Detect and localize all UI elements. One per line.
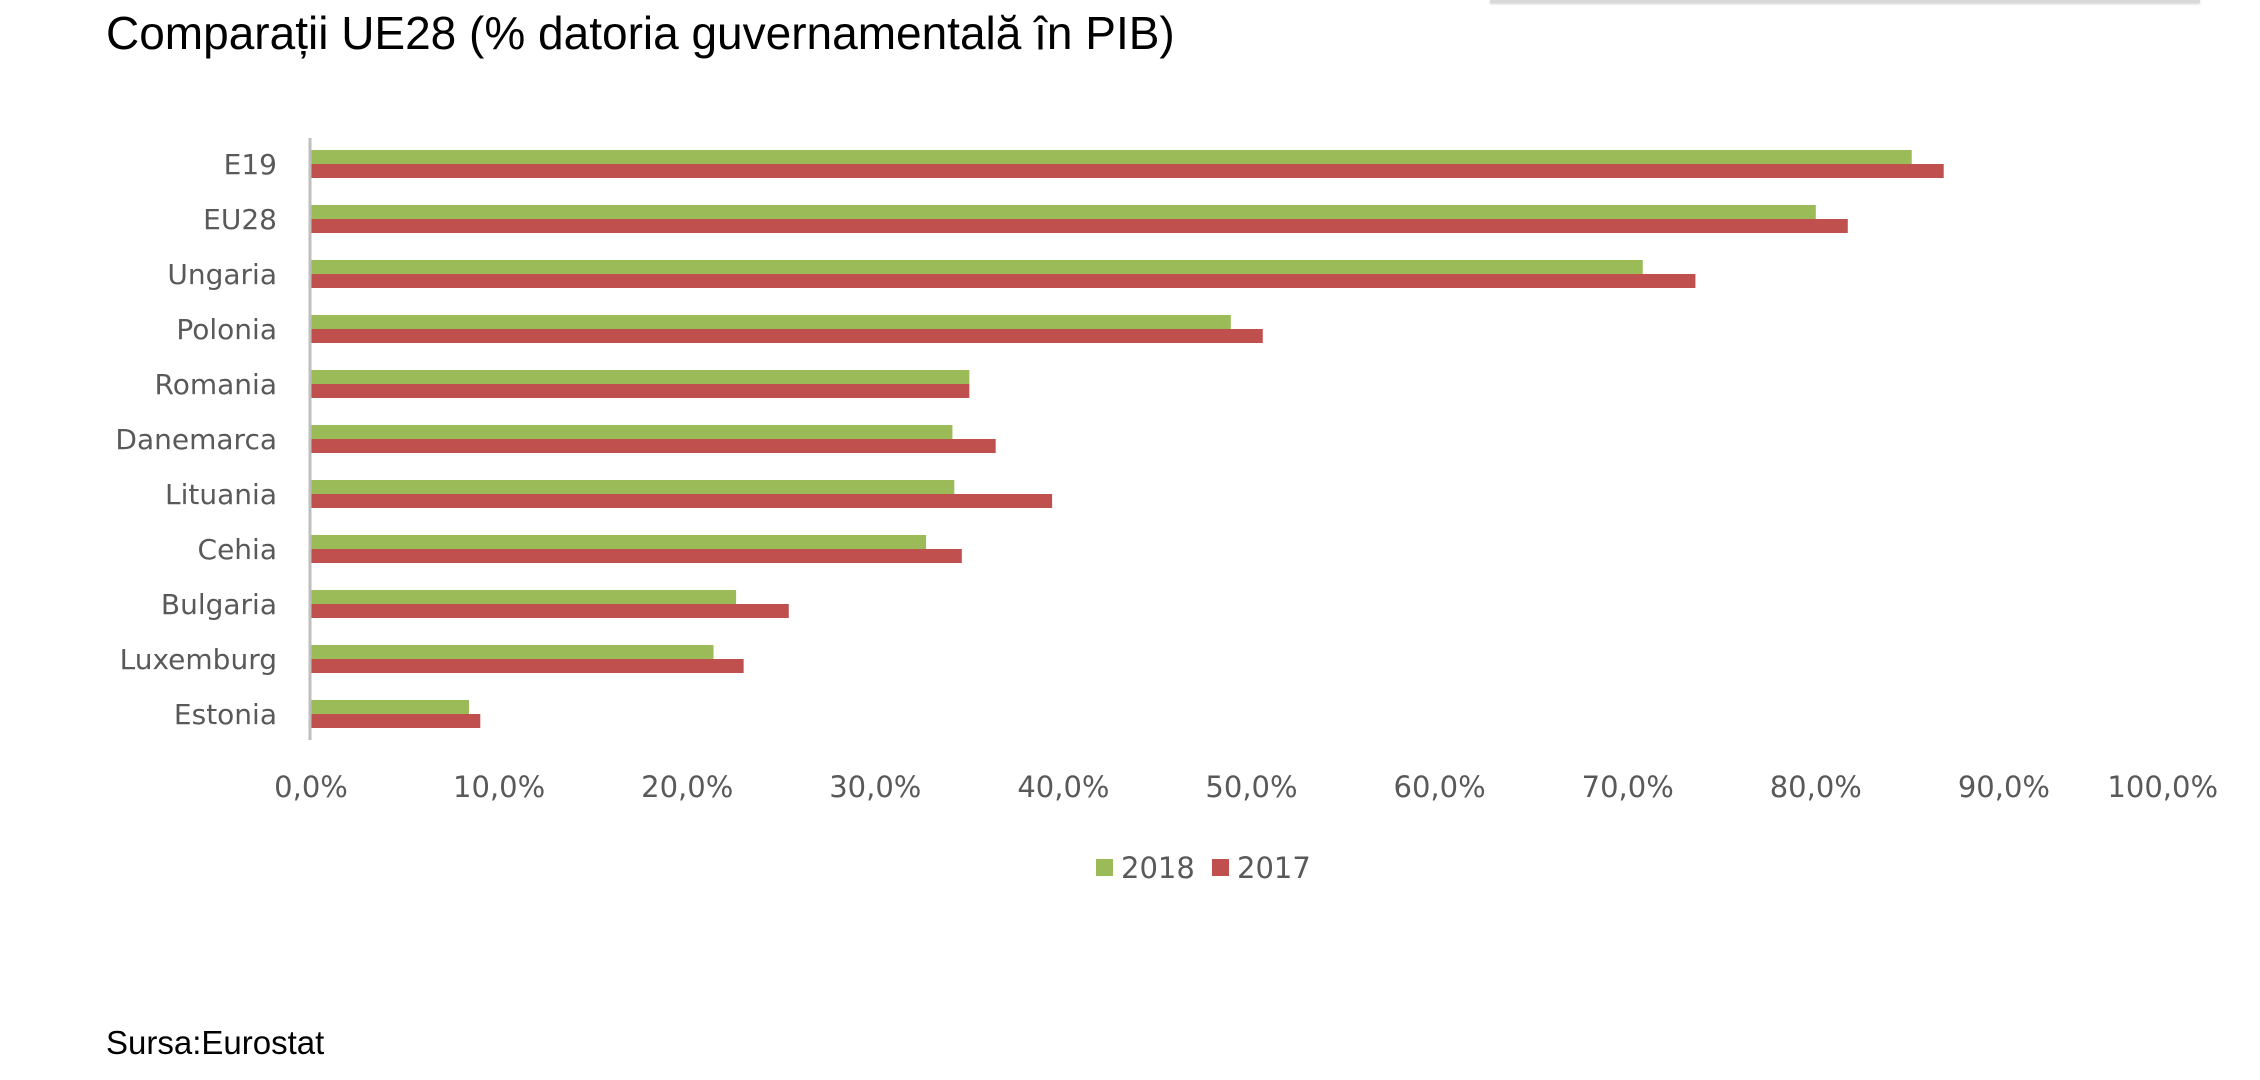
category-label: Romania [155, 368, 277, 401]
legend-swatch-2018 [1096, 859, 1113, 876]
category-labels: E19 EU28 Ungaria Polonia Romania Danemarca Lit… [115, 148, 277, 731]
x-tick-label: 30,0% [829, 770, 921, 804]
x-tick-label: 50,0% [1205, 770, 1297, 804]
x-tick-label: 60,0% [1394, 770, 1486, 804]
category-label: E19 [224, 148, 277, 181]
legend-label-2018: 2018 [1121, 851, 1195, 885]
bar-2017-polonia [311, 329, 1263, 343]
bar-2017-ungaria [311, 274, 1696, 288]
bar-2018-bulgaria [311, 590, 737, 604]
bar-2017-estonia [311, 714, 481, 728]
x-tick-label: 0,0% [274, 770, 348, 804]
bar-2018-lituania [311, 480, 955, 494]
legend-swatch-2017 [1212, 859, 1229, 876]
x-tick-label: 70,0% [1582, 770, 1674, 804]
bar-2017-cehia [311, 549, 962, 563]
bars-group [311, 150, 1944, 728]
bar-2018-polonia [311, 315, 1231, 329]
bar-2017-lituania [311, 494, 1053, 508]
bar-2018-cehia [311, 535, 927, 549]
bar-2017-luxemburg [311, 659, 744, 673]
bar-2017-e19 [311, 164, 1944, 178]
chart-title: Comparații UE28 (% datoria guvernamental… [106, 7, 1175, 59]
legend-label-2017: 2017 [1237, 851, 1311, 885]
category-label: Cehia [198, 533, 277, 566]
bar-2017-danemarca [311, 439, 996, 453]
category-label: Luxemburg [120, 643, 277, 676]
x-tick-label: 80,0% [1770, 770, 1862, 804]
x-tick-label: 40,0% [1017, 770, 1109, 804]
category-label: EU28 [203, 203, 277, 236]
legend: 2018 2017 [1096, 851, 1311, 885]
x-tick-label: 90,0% [1958, 770, 2050, 804]
bar-2018-e19 [311, 150, 1912, 164]
bar-2017-romania [311, 384, 970, 398]
bar-2018-danemarca [311, 425, 953, 439]
bar-2017-bulgaria [311, 604, 789, 618]
category-label: Lituania [165, 478, 277, 511]
x-tick-label: 10,0% [453, 770, 545, 804]
source-note: Sursa:Eurostat [106, 1024, 325, 1061]
category-label: Ungaria [167, 258, 277, 291]
bar-2018-romania [311, 370, 970, 384]
x-tick-label: 20,0% [641, 770, 733, 804]
bar-2018-luxemburg [311, 645, 714, 659]
category-label: Estonia [174, 698, 277, 731]
top-divider [1490, 0, 2200, 3]
category-label: Bulgaria [161, 588, 277, 621]
bar-2018-eu28 [311, 205, 1816, 219]
category-label: Danemarca [115, 423, 277, 456]
bar-2018-ungaria [311, 260, 1643, 274]
x-tick-label: 100,0% [2107, 770, 2218, 804]
x-tick-labels: 0,0% 10,0% 20,0% 30,0% 40,0% 50,0% 60,0% 70,0% 8… [274, 770, 2218, 804]
category-label: Polonia [176, 313, 277, 346]
bar-2017-eu28 [311, 219, 1848, 233]
bar-2018-estonia [311, 700, 470, 714]
